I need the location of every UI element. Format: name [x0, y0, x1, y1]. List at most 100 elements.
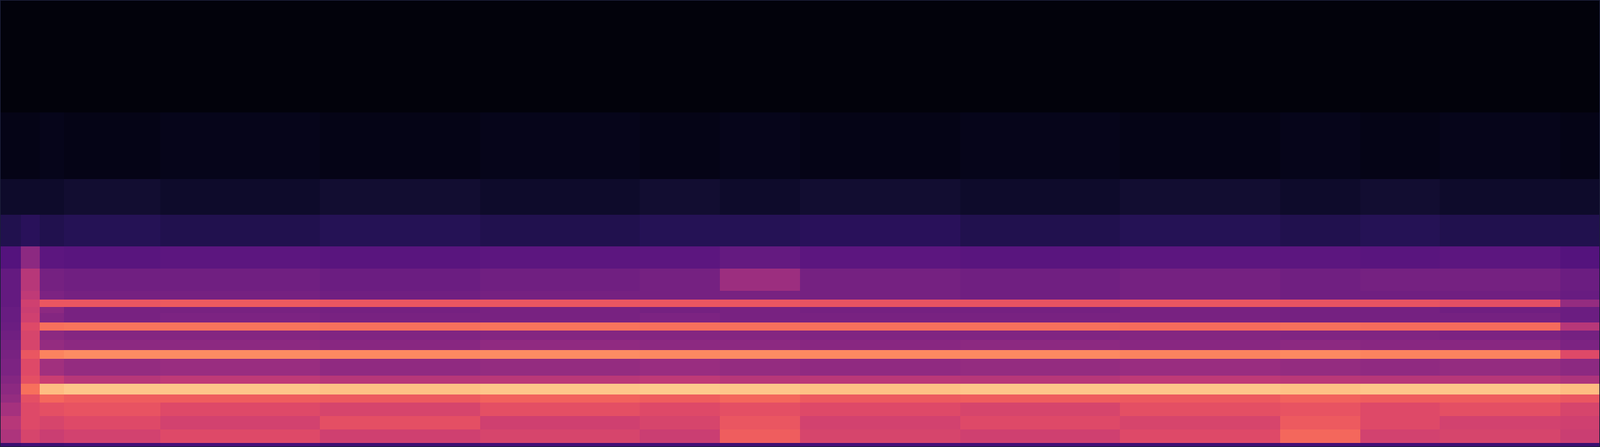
heatmap-cell — [39, 402, 64, 417]
heatmap-cell — [0, 321, 21, 330]
heatmap-cell — [960, 321, 1121, 330]
heatmap-cell — [1360, 179, 1441, 216]
heatmap-cell — [1360, 394, 1441, 403]
heatmap-cell — [319, 214, 481, 247]
heatmap-cell — [1119, 416, 1281, 430]
heatmap-cell — [1360, 0, 1441, 113]
heatmap-cell — [1360, 402, 1441, 417]
heatmap-cell — [800, 313, 961, 323]
heatmap-cell — [960, 0, 1121, 113]
heatmap-cell — [480, 111, 641, 180]
heatmap-cell — [0, 179, 21, 216]
heatmap-cell — [719, 0, 800, 113]
heatmap-cell — [639, 402, 720, 417]
heatmap-cell — [960, 340, 1121, 351]
heatmap-cell — [719, 245, 800, 269]
heatmap-cell — [639, 307, 720, 314]
heatmap-cell — [1560, 245, 1600, 269]
heatmap-cell — [0, 111, 21, 180]
heatmap-cell — [1439, 394, 1561, 403]
heatmap-cell — [39, 307, 64, 314]
heatmap-cell — [1119, 0, 1281, 113]
heatmap-cell — [1280, 340, 1361, 351]
heatmap-cell — [39, 214, 64, 247]
heatmap-cell — [1439, 375, 1561, 384]
heatmap-cell — [480, 329, 641, 341]
heatmap-cell — [800, 321, 961, 330]
heatmap-cell — [0, 307, 21, 314]
heatmap-cell — [960, 402, 1121, 417]
heatmap-cell — [639, 0, 720, 113]
heatmap-cell — [1280, 375, 1361, 384]
heatmap-cell — [1360, 214, 1441, 247]
heatmap-cell — [1560, 349, 1600, 359]
heatmap-cell — [63, 329, 161, 341]
heatmap-cell — [0, 0, 21, 113]
heatmap-cell — [1119, 321, 1281, 330]
heatmap-cell — [639, 329, 720, 341]
heatmap-cell — [1360, 375, 1441, 384]
heatmap-cell — [160, 375, 321, 384]
heatmap-cell — [319, 349, 481, 359]
heatmap-cell — [160, 0, 321, 113]
heatmap-cell — [319, 245, 481, 269]
heatmap-cell — [1560, 383, 1600, 395]
heatmap-cell — [639, 428, 720, 443]
heatmap-cell — [1280, 299, 1361, 308]
heatmap-cell — [1119, 313, 1281, 323]
heatmap-cell — [480, 340, 641, 351]
heatmap-cell — [39, 394, 64, 403]
heatmap-cell — [639, 375, 720, 384]
heatmap-cell — [719, 299, 800, 308]
heatmap-cell — [20, 179, 41, 216]
heatmap-cell — [63, 402, 161, 417]
heatmap-cell — [719, 214, 800, 247]
heatmap-cell — [1560, 290, 1600, 301]
heatmap-cell — [160, 268, 321, 291]
heatmap-cell — [719, 358, 800, 377]
heatmap-cell — [1439, 299, 1561, 308]
heatmap-cell — [1119, 179, 1281, 216]
heatmap-cell — [63, 321, 161, 330]
heatmap-cell — [319, 358, 481, 377]
heatmap-cell — [63, 416, 161, 430]
heatmap-cell — [1119, 214, 1281, 247]
heatmap-cell — [63, 245, 161, 269]
heatmap-cell — [960, 111, 1121, 180]
heatmap-cell — [160, 383, 321, 395]
heatmap-cell — [319, 416, 481, 430]
heatmap-cell — [39, 268, 64, 291]
heatmap-cell — [1439, 358, 1561, 377]
heatmap-cell — [1439, 402, 1561, 417]
heatmap-cell — [800, 416, 961, 430]
heatmap-cell — [319, 268, 481, 291]
heatmap-cell — [0, 383, 21, 395]
heatmap-cell — [1360, 428, 1441, 443]
heatmap-cell — [1560, 111, 1600, 180]
heatmap-cell — [960, 375, 1121, 384]
heatmap-cell — [1119, 358, 1281, 377]
heatmap-cell — [1560, 428, 1600, 443]
heatmap-cell — [800, 394, 961, 403]
heatmap-cell — [1360, 313, 1441, 323]
heatmap-cell — [319, 329, 481, 341]
heatmap-cell — [20, 214, 41, 247]
heatmap-cell — [480, 290, 641, 301]
heatmap-cell — [1560, 340, 1600, 351]
heatmap-cell — [20, 321, 41, 330]
heatmap-cell — [1360, 340, 1441, 351]
heatmap-cell — [719, 416, 800, 430]
heatmap-cell — [1360, 416, 1441, 430]
heatmap-cell — [1280, 329, 1361, 341]
heatmap-cell — [160, 340, 321, 351]
heatmap-cell — [639, 111, 720, 180]
heatmap-cell — [39, 340, 64, 351]
heatmap-cell — [20, 268, 41, 291]
heatmap-cell — [480, 375, 641, 384]
heatmap-cell — [20, 394, 41, 403]
heatmap-cell — [39, 329, 64, 341]
heatmap-cell — [1360, 358, 1441, 377]
heatmap-cell — [1560, 329, 1600, 341]
heatmap-cell — [39, 290, 64, 301]
heatmap-cell — [639, 313, 720, 323]
